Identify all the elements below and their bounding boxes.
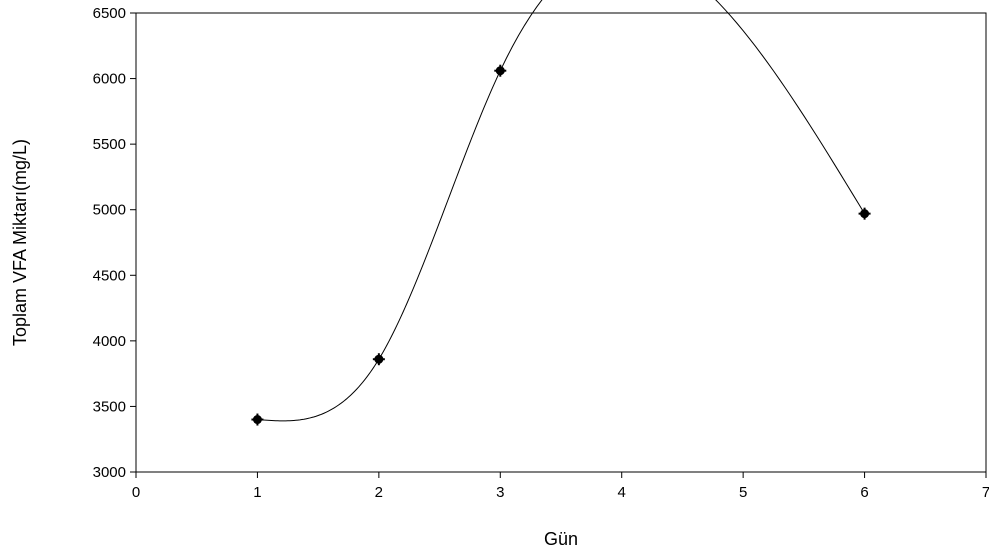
x-tick-label: 2 (375, 484, 383, 501)
y-tick-label: 3000 (93, 464, 126, 481)
y-tick-label: 3500 (93, 398, 126, 415)
y-tick-label: 6000 (93, 71, 126, 88)
y-axis-ticks: 3000 3500 4000 4500 5000 5500 6000 6500 (93, 5, 136, 481)
x-tick-label: 4 (618, 484, 626, 501)
x-tick-label: 3 (496, 484, 504, 501)
y-axis-label: Toplam VFA Miktarı(mg/L) (10, 139, 30, 346)
x-tick-label: 0 (132, 484, 140, 501)
x-axis-label: Gün (544, 529, 578, 549)
x-tick-label: 7 (982, 484, 989, 501)
y-tick-label: 4500 (93, 267, 126, 284)
series-curve (257, 0, 865, 422)
x-axis-ticks: 0 1 2 3 4 5 6 7 (132, 472, 989, 501)
y-tick-label: 6500 (93, 5, 126, 22)
y-tick-label: 5000 (93, 202, 126, 219)
x-tick-label: 5 (739, 484, 747, 501)
plot-area-frame (135, 12, 987, 473)
y-tick-label: 4000 (93, 333, 126, 350)
x-tick-label: 6 (860, 484, 868, 501)
y-tick-label: 5500 (93, 136, 126, 153)
series-points (251, 64, 871, 426)
x-tick-label: 1 (253, 484, 261, 501)
